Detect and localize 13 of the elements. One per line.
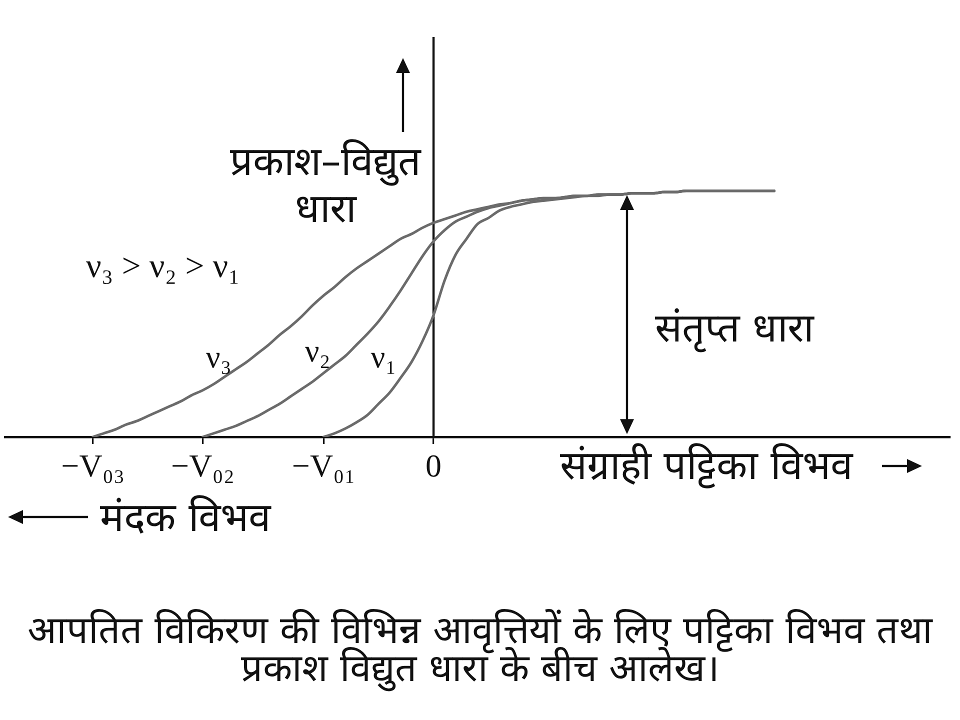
- x-tick-label: −V₀₁: [292, 448, 356, 484]
- series-label: ν₁: [370, 338, 396, 376]
- text: मंदक विभव: [100, 495, 271, 541]
- text: आपतित विकिरण की विभिन्न आवृत्तियों के लिए पट्टिका विभव तथा प्रकाश विद्युत धारा के बीच आलेख।: [26, 608, 934, 690]
- x-tick-label: 0: [426, 448, 442, 484]
- series-label: ν₂: [304, 332, 330, 370]
- x-axis-title: संग्राही पट्टिका विभव: [560, 443, 852, 489]
- annotation: ν₃ > ν₂ > ν₁: [86, 248, 240, 286]
- series-label: ν₃: [206, 338, 232, 376]
- x-tick-label: −V₀₃: [61, 448, 125, 484]
- y-axis-title: प्रकाश–विद्युत धारा: [229, 139, 422, 233]
- annotation: संतृप्त धारा: [655, 304, 814, 354]
- x-tick-label: −V₀₂: [171, 448, 235, 484]
